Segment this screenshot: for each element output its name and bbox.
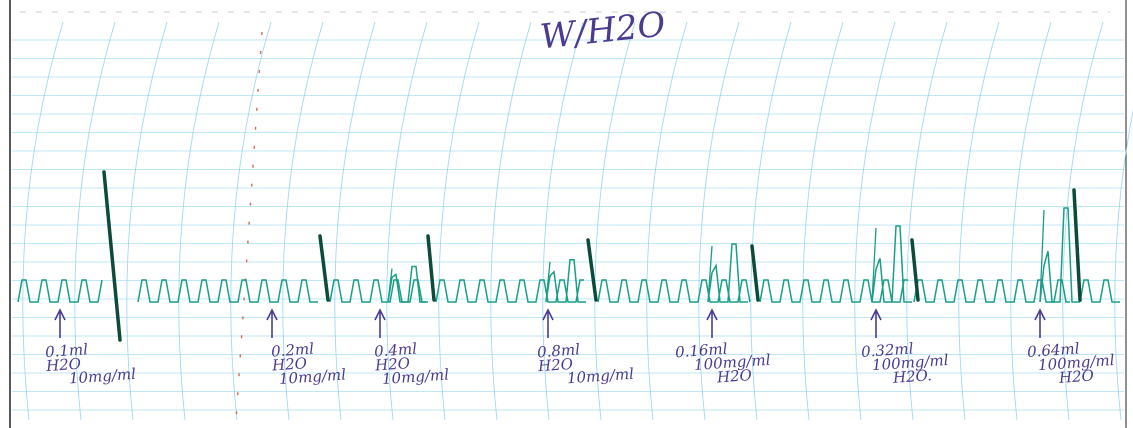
trace-response-burst <box>1039 207 1080 303</box>
grid-arc <box>282 21 324 421</box>
grid-arc <box>1114 109 1133 421</box>
grid-arc <box>490 21 532 421</box>
trace-baseline <box>1079 279 1120 303</box>
grid-arc <box>74 21 116 421</box>
red-marker-line <box>235 31 263 421</box>
dose-annotation: 0.4ml H2O 10mg/ml <box>373 340 450 389</box>
trace-response-burst <box>871 225 912 303</box>
trace-response-burst <box>387 265 428 303</box>
trace-baseline <box>913 279 1070 303</box>
grid-arc <box>1010 21 1052 421</box>
grid-arc <box>698 21 740 421</box>
trace-baseline <box>137 279 318 303</box>
dose-concentration: 10mg/ml <box>566 364 635 388</box>
trace-response-burst <box>545 259 586 303</box>
dose-concentration: 10mg/ml <box>278 365 347 389</box>
trace-baseline <box>329 279 426 303</box>
grid-arc <box>646 21 688 421</box>
grid-arc <box>230 21 272 421</box>
trace-reset-stroke <box>750 244 760 302</box>
injection-arrowhead <box>706 308 718 321</box>
injection-arrowhead <box>374 308 386 321</box>
trace-rise <box>545 261 551 303</box>
grid-arc <box>542 21 584 421</box>
injection-arrowhead <box>542 308 554 321</box>
trace-reset-stroke <box>586 238 598 302</box>
trace-response-burst <box>707 243 748 303</box>
dose-concentration: 10mg/ml <box>68 364 137 388</box>
trace-baseline <box>597 279 751 303</box>
dose-annotation: 0.64ml 100mg/ml H2O <box>1027 339 1116 387</box>
trace-reset-stroke <box>910 238 920 302</box>
trace-reset-stroke <box>318 234 330 302</box>
injection-arrowhead <box>1034 308 1046 321</box>
trace-rise <box>387 268 393 303</box>
injection-arrowhead <box>266 308 278 321</box>
trace-reset-stroke <box>102 170 122 342</box>
trace-baseline <box>435 279 584 303</box>
grid-arc <box>334 21 376 421</box>
grid-arc <box>178 21 220 421</box>
grid-arc <box>438 21 480 421</box>
grid-arc <box>386 21 428 421</box>
grid-arc <box>854 21 896 421</box>
dose-annotation: 0.1ml H2O 10mg/ml <box>45 339 137 387</box>
trace-reset-stroke <box>426 234 436 302</box>
trace-rise <box>707 245 713 303</box>
dose-annotation: 0.32ml 100mg/ml H2O. <box>861 339 950 387</box>
injection-arrowhead <box>54 308 66 321</box>
grid-arc <box>126 21 168 421</box>
trace-baseline <box>17 279 103 303</box>
dose-concentration: 10mg/ml <box>381 365 450 389</box>
dose-annotation: 0.2ml H2O 10mg/ml <box>270 340 347 389</box>
trace-rise <box>1039 209 1045 303</box>
grid-arc <box>750 21 792 421</box>
grid-arc <box>1062 21 1104 421</box>
grid-arc <box>802 21 844 421</box>
trace-rise <box>871 227 877 303</box>
trace-baseline <box>759 279 908 303</box>
injection-arrowhead <box>870 308 882 321</box>
trace-reset-stroke <box>1072 188 1082 302</box>
grid-arc <box>22 21 64 421</box>
grid-arc <box>958 21 1000 421</box>
dose-annotation: 0.8ml H2O 10mg/ml <box>537 339 635 388</box>
grid-arc <box>906 21 948 421</box>
dose-annotation: 0.16ml 100mg/ml H2O <box>675 339 772 387</box>
grid-arc <box>594 21 636 421</box>
